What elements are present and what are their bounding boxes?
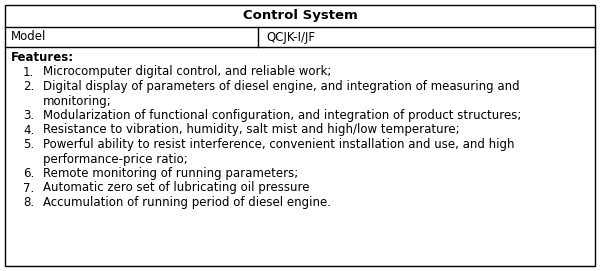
Text: 2.: 2. <box>23 80 34 93</box>
Text: Features:: Features: <box>11 51 74 64</box>
Text: Digital display of parameters of diesel engine, and integration of measuring and: Digital display of parameters of diesel … <box>43 80 520 93</box>
Text: 4.: 4. <box>23 124 34 137</box>
Text: 1.: 1. <box>23 66 34 79</box>
Text: Resistance to vibration, humidity, salt mist and high/low temperature;: Resistance to vibration, humidity, salt … <box>43 124 460 137</box>
Text: 8.: 8. <box>23 196 34 209</box>
Text: Remote monitoring of running parameters;: Remote monitoring of running parameters; <box>43 167 298 180</box>
Text: Model: Model <box>11 31 46 44</box>
Text: Modularization of functional configuration, and integration of product structure: Modularization of functional configurati… <box>43 109 521 122</box>
Text: Microcomputer digital control, and reliable work;: Microcomputer digital control, and relia… <box>43 66 331 79</box>
Text: Automatic zero set of lubricating oil pressure: Automatic zero set of lubricating oil pr… <box>43 182 310 195</box>
Text: monitoring;: monitoring; <box>43 95 112 108</box>
Text: Powerful ability to resist interference, convenient installation and use, and hi: Powerful ability to resist interference,… <box>43 138 515 151</box>
Text: 6.: 6. <box>23 167 34 180</box>
Text: Control System: Control System <box>242 9 358 22</box>
Text: Accumulation of running period of diesel engine.: Accumulation of running period of diesel… <box>43 196 331 209</box>
Text: 7.: 7. <box>23 182 34 195</box>
Text: QCJK-I/JF: QCJK-I/JF <box>266 31 315 44</box>
Text: performance-price ratio;: performance-price ratio; <box>43 153 188 166</box>
Text: 3.: 3. <box>23 109 34 122</box>
Text: 5.: 5. <box>23 138 34 151</box>
